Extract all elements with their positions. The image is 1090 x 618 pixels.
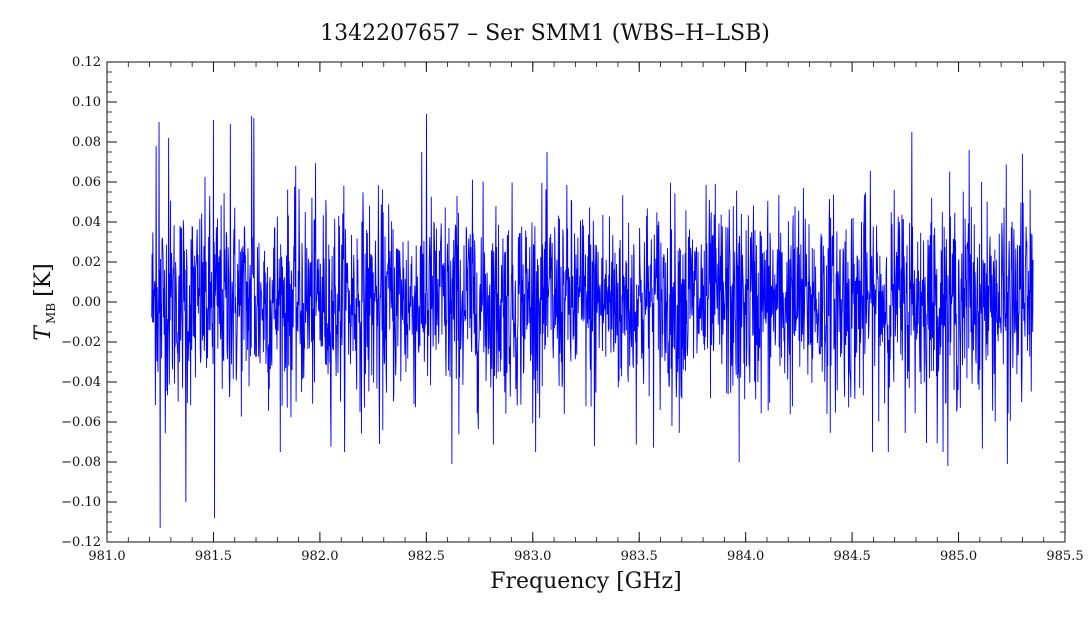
y-tick-label: 0.12 <box>72 55 101 70</box>
x-tick-label: 982.0 <box>301 549 338 564</box>
x-tick-label: 985.5 <box>1046 549 1083 564</box>
y-tick-label: 0.02 <box>72 255 101 270</box>
y-tick-label: 0.06 <box>72 175 101 190</box>
y-tick-label: 0.08 <box>72 135 101 150</box>
y-tick-label: 0.00 <box>72 295 101 310</box>
y-tick-label: −0.02 <box>61 335 101 350</box>
spectrum-series-line <box>152 114 1033 528</box>
x-axis-label: Frequency [GHz] <box>490 569 682 594</box>
x-tick-label: 982.5 <box>408 549 445 564</box>
chart-title: 1342207657 – Ser SMM1 (WBS–H–LSB) <box>320 21 770 46</box>
x-tick-label: 984.5 <box>834 549 871 564</box>
y-axis-label-subscript: MB <box>44 303 58 324</box>
y-tick-label: −0.08 <box>61 455 101 470</box>
x-tick-label: 981.0 <box>88 549 125 564</box>
y-tick-label: −0.10 <box>61 495 101 510</box>
plot-area: 981.0 981.5 982.0 982.5 983.0 983.5 984.0 984.5… <box>61 55 1083 564</box>
series-layer <box>152 114 1033 528</box>
y-tick-label: 0.04 <box>72 215 101 230</box>
y-axis-label-unit: [K] <box>31 263 56 297</box>
x-tick-label: 983.5 <box>621 549 658 564</box>
svg-text:TMB[K]: TMB [K] <box>31 263 58 340</box>
x-tick-label: 981.5 <box>195 549 232 564</box>
y-tick-label: −0.04 <box>61 375 101 390</box>
x-tick-label: 984.0 <box>727 549 764 564</box>
y-tick-label: −0.06 <box>61 415 101 430</box>
y-tick-label: 0.10 <box>72 95 101 110</box>
y-axis-label: TMB [K] <box>31 263 58 340</box>
x-tick-label: 985.0 <box>940 549 977 564</box>
y-axis-label-symbol: T <box>31 324 56 341</box>
x-tick-label: 983.0 <box>514 549 551 564</box>
y-tick-label: −0.12 <box>61 535 101 550</box>
